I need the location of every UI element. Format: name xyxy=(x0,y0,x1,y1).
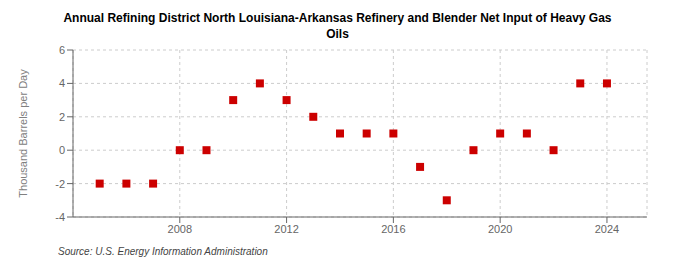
svg-text:-2: -2 xyxy=(55,178,65,190)
html-text:Annual Refining District North: Annual Refining District North Louisiana… xyxy=(63,11,612,25)
svg-text:0: 0 xyxy=(59,144,65,156)
html-text:Oils: Oils xyxy=(326,27,349,41)
svg-text:-4: -4 xyxy=(55,211,65,223)
svg-text:2016: 2016 xyxy=(381,223,405,235)
svg-text:6: 6 xyxy=(59,44,65,56)
svg-text:2: 2 xyxy=(59,111,65,123)
svg-text:2012: 2012 xyxy=(274,223,298,235)
svg-text:2008: 2008 xyxy=(168,223,192,235)
html-text:Source: U.S. Energy Informatio: Source: U.S. Energy Information Administ… xyxy=(58,246,268,257)
svg-text:4: 4 xyxy=(59,77,65,89)
svg-text:Thousand Barrels per Day: Thousand Barrels per Day xyxy=(17,69,29,198)
svg-text:2020: 2020 xyxy=(488,223,512,235)
svg-text:2024: 2024 xyxy=(595,223,619,235)
